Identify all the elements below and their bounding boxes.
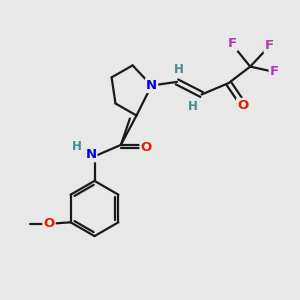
Text: H: H	[188, 100, 198, 113]
Text: N: N	[146, 79, 157, 92]
Text: N: N	[85, 148, 97, 161]
Text: F: F	[265, 39, 274, 52]
Text: O: O	[140, 141, 152, 154]
Text: F: F	[270, 64, 279, 78]
Text: O: O	[237, 99, 248, 112]
Text: F: F	[228, 37, 237, 50]
Text: H: H	[174, 63, 183, 76]
Text: H: H	[72, 140, 82, 153]
Text: O: O	[44, 217, 55, 230]
